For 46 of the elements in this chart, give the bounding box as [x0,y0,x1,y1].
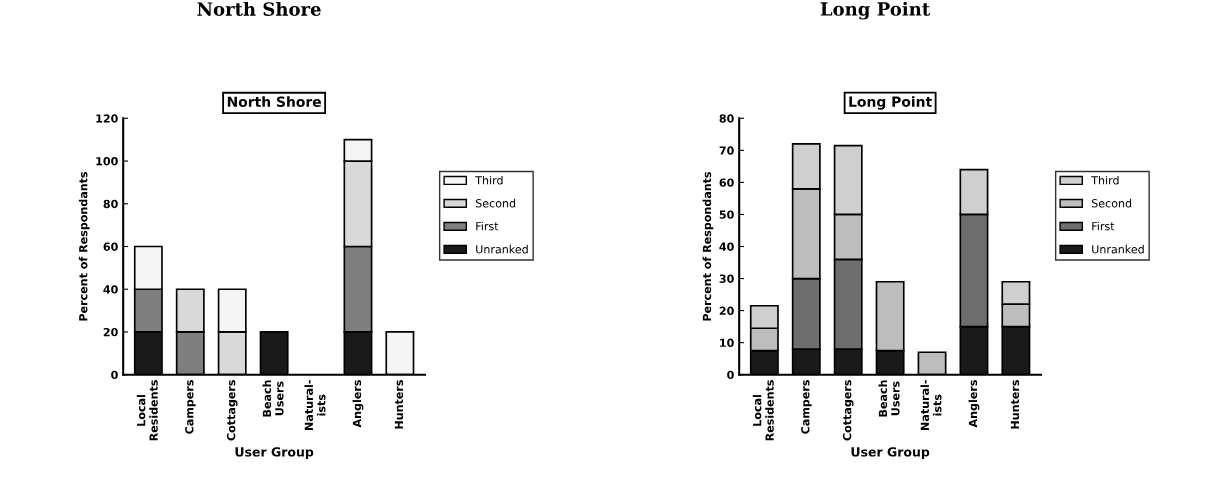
y-tick-label: 70 [719,146,734,155]
legend-label: First [1092,221,1115,231]
x-tick-label: Hunters [1010,380,1020,429]
y-axis-title: Percent of Respondants [702,171,714,321]
legend-label: Third [475,175,503,185]
legend-label: First [476,221,499,231]
y-tick-label: 0 [111,370,118,380]
x-tick-label: Cottagers [226,380,238,441]
x-tick-label: Beach Users [262,380,284,417]
x-tick-label: Cottagers [842,380,854,441]
x-tick-label: Campers [801,380,812,434]
y-tick-label: 60 [719,178,734,187]
y-tick-label: 40 [103,285,118,294]
y-tick-label: 60 [103,242,118,251]
x-axis-title: User Group [851,447,930,460]
x-tick-label: Local Residents [136,380,158,441]
x-tick-label: Beach Users [878,380,900,417]
y-tick-label: 20 [719,306,734,315]
y-tick-label: 50 [719,210,734,219]
y-tick-label: 80 [103,199,118,209]
legend-label: Second [475,198,516,208]
x-tick-label: Natural- ists [920,380,942,430]
chart-title: North Shore [197,1,321,16]
x-tick-label: Hunters [394,380,404,429]
y-tick-label: 30 [719,274,734,283]
x-axis-title: User Group [235,447,314,460]
y-tick-label: 100 [96,157,118,166]
y-tick-label: 0 [727,370,734,380]
chart-title: Long Point [820,1,931,20]
y-tick-label: 10 [720,338,734,348]
x-tick-label: Anglers [352,380,364,428]
legend-label: Unranked [476,244,528,254]
legend-label: Third [1091,175,1119,185]
legend-label: Unranked [1092,244,1144,254]
legend-label: Second [1091,198,1132,208]
chart-subtitle: North Shore [227,96,321,107]
x-tick-label: Natural- ists [304,380,326,430]
x-tick-label: Local Residents [752,380,774,441]
y-tick-label: 120 [96,114,118,123]
y-axis-title: Percent of Respondants [78,171,90,321]
y-tick-label: 40 [719,242,734,251]
x-tick-label: Campers [185,380,196,434]
chart-subtitle: Long Point [849,96,932,110]
y-tick-label: 20 [103,327,118,337]
x-tick-label: Anglers [968,380,980,428]
y-tick-label: 80 [719,114,734,123]
